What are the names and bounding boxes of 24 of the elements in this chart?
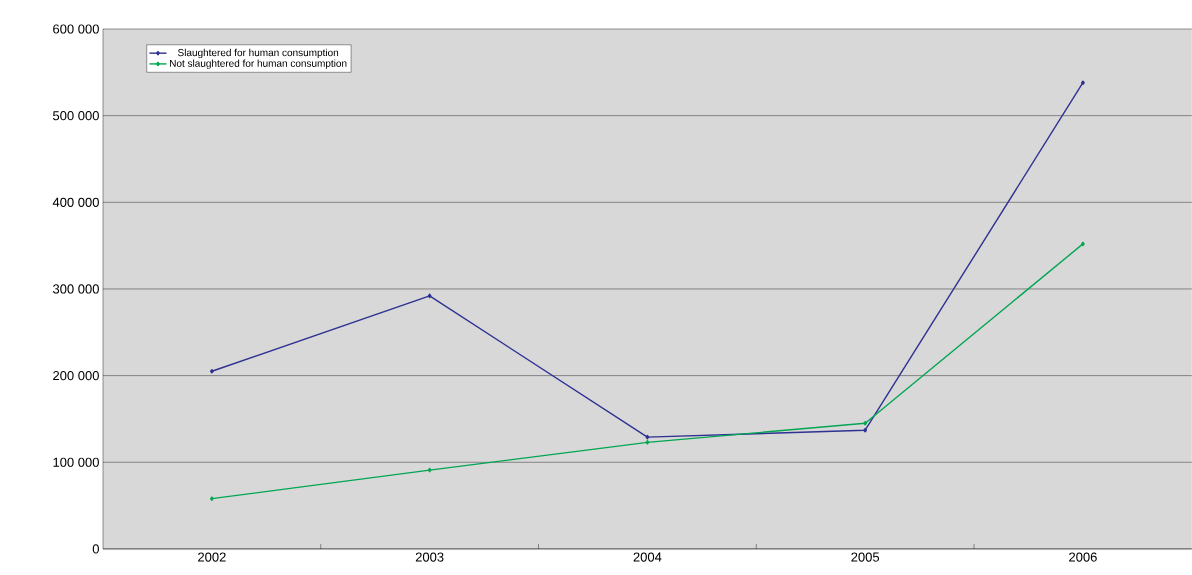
y-tick-label: 400 000 [52,197,99,207]
x-tick-label: 2005 [851,552,880,562]
x-tick-label: 2006 [1069,552,1097,562]
y-tick-label: 200 000 [53,371,99,381]
point [427,467,432,473]
y-tick-label: 600 000 [53,24,99,34]
y-tick-label: 100 000 [53,457,99,467]
point [863,427,868,433]
point [863,421,868,426]
y-tick-label: 500 000 [52,111,99,121]
point [1081,241,1085,247]
point [645,434,650,440]
y-tick-label: 300 000 [52,284,99,294]
x-tick-label: 2004 [633,552,662,562]
point [427,293,432,299]
legend-label: Slaughtered for human consumption [178,48,339,59]
x-tick-label: 2003 [415,552,444,562]
y-tick-label: 0 [92,544,99,554]
point [645,440,650,445]
x-tick-label: 2002 [198,552,226,562]
legend-label: Not slaughtered for human consumption [170,59,347,69]
point [1081,80,1085,86]
point [209,369,214,374]
point [209,496,214,501]
